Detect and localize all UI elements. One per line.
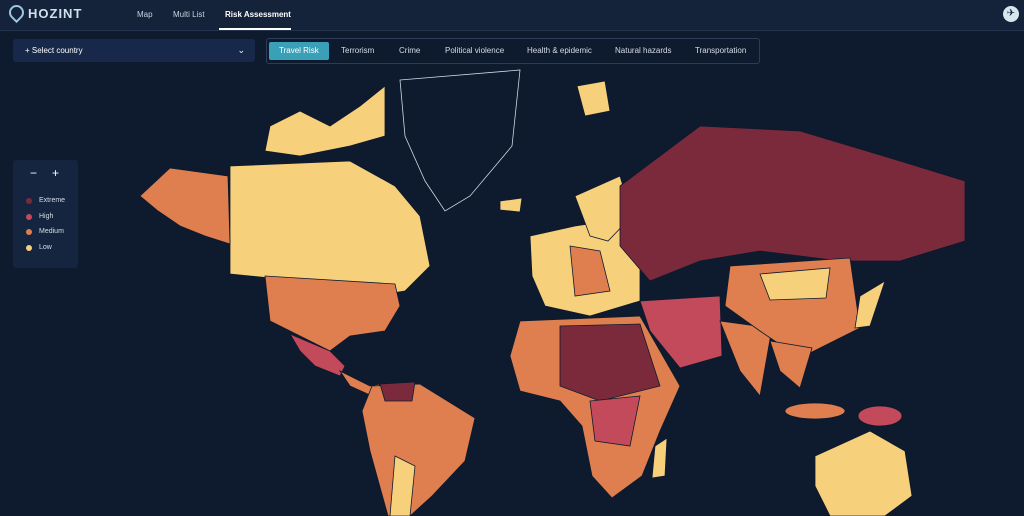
- mexico: [289, 333, 346, 377]
- iceland: [499, 197, 523, 213]
- southeast-asia: [769, 340, 813, 389]
- header: HOZINT Map Multi List Risk Assessment ✈: [0, 0, 1024, 31]
- legend-label: Medium: [39, 228, 64, 235]
- middle-east: [639, 295, 723, 369]
- australia: [814, 430, 913, 516]
- eastern-europe: [569, 245, 611, 297]
- legend-swatch: [26, 198, 32, 204]
- tab[interactable]: Political violence: [445, 46, 505, 55]
- plane-button[interactable]: ✈: [1003, 6, 1019, 22]
- world-map: [139, 69, 966, 516]
- greenland: [399, 69, 521, 212]
- japan: [854, 280, 886, 329]
- tab[interactable]: Health & epidemic: [527, 46, 592, 55]
- madagascar: [651, 437, 668, 479]
- svalbard: [576, 80, 611, 117]
- venezuela: [379, 381, 416, 402]
- legend-swatch: [26, 213, 32, 220]
- legend-swatch: [26, 229, 32, 235]
- country-select[interactable]: + Select country ⌄: [13, 39, 255, 62]
- canada: [229, 160, 431, 299]
- russia: [619, 125, 966, 282]
- select-text: + Select country: [25, 46, 83, 55]
- nav-item[interactable]: Risk Assessment: [225, 10, 291, 19]
- usa: [264, 275, 401, 352]
- central-africa: [589, 395, 641, 447]
- legend-label: Low: [39, 243, 52, 251]
- alaska: [139, 167, 231, 245]
- tab[interactable]: Travel Risk: [269, 42, 329, 60]
- logo: HOZINT: [28, 6, 83, 21]
- arctic-islands: [264, 85, 386, 157]
- legend: − + Extreme High Medium Low: [13, 160, 78, 268]
- legend-label: Extreme: [39, 197, 66, 204]
- zoom-in[interactable]: +: [52, 166, 60, 180]
- chevron: ⌄: [237, 45, 245, 55]
- tab[interactable]: Crime: [399, 46, 421, 55]
- indonesia: [784, 402, 846, 420]
- chile-argentina: [389, 455, 416, 516]
- tab[interactable]: Natural hazards: [615, 46, 672, 55]
- legend-swatch: [26, 244, 32, 251]
- tab-bar: Travel Risk Terrorism Crime Political viole…: [266, 38, 760, 64]
- nav-item[interactable]: Multi List: [173, 10, 205, 19]
- logo-icon: [5, 1, 28, 24]
- nav-item[interactable]: Map: [137, 10, 153, 19]
- tab[interactable]: Transportation: [695, 46, 747, 55]
- legend-label: High: [39, 212, 54, 220]
- papua: [857, 405, 903, 427]
- zoom-out[interactable]: −: [30, 166, 38, 180]
- active-indicator: [219, 28, 291, 30]
- sahel: [559, 323, 661, 402]
- mongolia: [759, 267, 831, 301]
- south-america: [361, 383, 476, 516]
- tab[interactable]: Terrorism: [341, 46, 375, 55]
